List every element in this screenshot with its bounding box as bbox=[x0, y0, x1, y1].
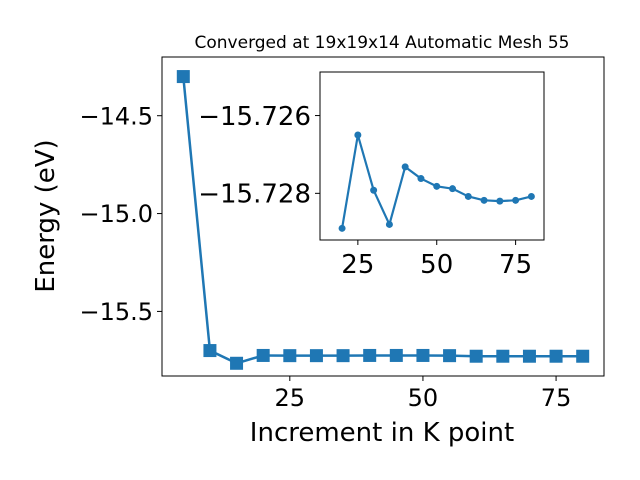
inset-background bbox=[320, 72, 544, 240]
inset-data-point bbox=[464, 192, 472, 200]
main-data-point bbox=[443, 349, 457, 363]
inset-data-point bbox=[417, 175, 425, 183]
inset-data-point bbox=[401, 163, 409, 171]
inset-data-point bbox=[496, 197, 504, 205]
main-y-tick-label: −14.5 bbox=[79, 102, 153, 130]
main-data-point bbox=[203, 344, 217, 358]
inset-x-tick-label: 50 bbox=[420, 250, 453, 280]
main-data-point bbox=[496, 349, 510, 363]
x-axis-label: Increment in K point bbox=[250, 418, 514, 448]
inset-y-ticks: −15.728 −15.726 bbox=[198, 102, 320, 210]
main-data-point bbox=[283, 349, 297, 363]
main-data-point bbox=[176, 70, 190, 84]
main-x-tick-label: 50 bbox=[408, 384, 439, 412]
main-x-ticks: 25 50 75 bbox=[275, 376, 572, 412]
inset-data-point bbox=[385, 220, 393, 228]
main-x-tick-label: 75 bbox=[541, 384, 572, 412]
inset-data-point bbox=[354, 131, 362, 139]
main-data-point bbox=[416, 348, 430, 362]
main-data-point bbox=[336, 349, 350, 363]
inset-data-point bbox=[449, 185, 457, 193]
main-y-tick-label: −15.5 bbox=[79, 298, 153, 326]
main-data-point bbox=[256, 348, 270, 362]
inset-x-tick-label: 25 bbox=[341, 250, 374, 280]
main-axes: Converged at 19x19x14 Automatic Mesh 55 … bbox=[31, 33, 605, 448]
inset-data-point bbox=[433, 182, 441, 190]
main-data-point bbox=[389, 348, 403, 362]
main-series-line bbox=[182, 76, 583, 365]
inset-data-point bbox=[370, 186, 378, 194]
main-data-point bbox=[230, 356, 244, 370]
inset-data-point bbox=[338, 224, 346, 232]
inset-series bbox=[338, 131, 535, 232]
main-series bbox=[176, 70, 590, 370]
y-axis-label: Energy (eV) bbox=[31, 139, 61, 292]
inset-x-tick-label: 75 bbox=[499, 250, 532, 280]
inset-data-point bbox=[480, 196, 488, 204]
inset-axes: 25 50 75 −15.728 −15.726 bbox=[198, 71, 545, 280]
main-y-ticks: −14.5 −15.0 −15.5 bbox=[79, 102, 162, 326]
inset-plot-frame bbox=[319, 71, 545, 241]
chart-title: Converged at 19x19x14 Automatic Mesh 55 bbox=[195, 33, 570, 53]
main-data-point bbox=[576, 349, 590, 363]
main-plot-frame bbox=[161, 56, 605, 377]
inset-x-ticks: 25 50 75 bbox=[341, 240, 532, 280]
inset-y-tick-label: −15.728 bbox=[198, 180, 311, 210]
main-x-tick-label: 25 bbox=[275, 384, 306, 412]
main-data-point bbox=[309, 349, 323, 363]
inset-data-point bbox=[512, 196, 520, 204]
main-data-point bbox=[522, 349, 536, 363]
main-y-tick-label: −15.0 bbox=[79, 200, 153, 228]
inset-y-tick-label: −15.726 bbox=[198, 102, 311, 132]
inset-data-point bbox=[527, 192, 535, 200]
main-data-point bbox=[363, 348, 377, 362]
main-data-point bbox=[469, 349, 483, 363]
main-data-point bbox=[549, 349, 563, 363]
